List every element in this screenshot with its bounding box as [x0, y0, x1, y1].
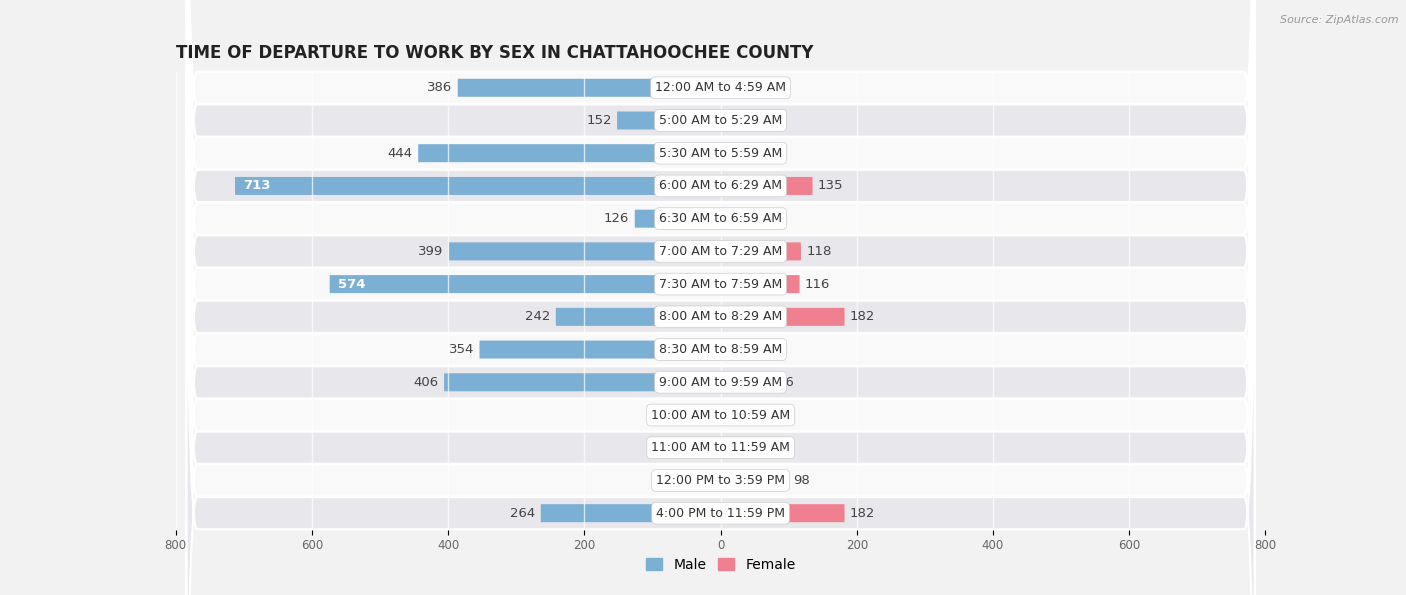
Legend: Male, Female: Male, Female — [640, 553, 801, 578]
FancyBboxPatch shape — [187, 0, 1254, 595]
FancyBboxPatch shape — [721, 340, 752, 359]
FancyBboxPatch shape — [721, 79, 765, 97]
Text: 4:00 PM to 11:59 PM: 4:00 PM to 11:59 PM — [657, 507, 785, 519]
Text: 6:30 AM to 6:59 AM: 6:30 AM to 6:59 AM — [659, 212, 782, 225]
FancyBboxPatch shape — [329, 275, 721, 293]
FancyBboxPatch shape — [721, 144, 751, 162]
FancyBboxPatch shape — [187, 5, 1254, 595]
FancyBboxPatch shape — [678, 471, 721, 490]
FancyBboxPatch shape — [187, 0, 1254, 595]
FancyBboxPatch shape — [721, 111, 754, 130]
Text: 12:00 AM to 4:59 AM: 12:00 AM to 4:59 AM — [655, 82, 786, 94]
FancyBboxPatch shape — [187, 0, 1254, 595]
Text: 8:00 AM to 8:29 AM: 8:00 AM to 8:29 AM — [659, 311, 782, 323]
FancyBboxPatch shape — [187, 0, 1254, 595]
FancyBboxPatch shape — [187, 0, 1254, 595]
Text: 444: 444 — [388, 147, 413, 159]
Text: 47: 47 — [758, 343, 775, 356]
FancyBboxPatch shape — [555, 308, 721, 326]
Text: 48: 48 — [759, 114, 776, 127]
Text: 12:00 PM to 3:59 PM: 12:00 PM to 3:59 PM — [657, 474, 785, 487]
Text: 8:30 AM to 8:59 AM: 8:30 AM to 8:59 AM — [659, 343, 782, 356]
FancyBboxPatch shape — [721, 209, 734, 228]
FancyBboxPatch shape — [634, 209, 721, 228]
FancyBboxPatch shape — [444, 373, 721, 392]
Text: 76: 76 — [778, 376, 794, 389]
Text: 9:00 AM to 9:59 AM: 9:00 AM to 9:59 AM — [659, 376, 782, 389]
Text: 64: 64 — [655, 474, 672, 487]
Text: 6:00 AM to 6:29 AM: 6:00 AM to 6:29 AM — [659, 180, 782, 192]
FancyBboxPatch shape — [721, 439, 733, 457]
FancyBboxPatch shape — [235, 177, 721, 195]
FancyBboxPatch shape — [721, 504, 845, 522]
Text: 354: 354 — [449, 343, 474, 356]
Text: 5:30 AM to 5:59 AM: 5:30 AM to 5:59 AM — [659, 147, 782, 159]
Text: 66: 66 — [770, 82, 787, 94]
Text: 242: 242 — [524, 311, 550, 323]
FancyBboxPatch shape — [187, 0, 1254, 563]
FancyBboxPatch shape — [458, 79, 721, 97]
Text: 29: 29 — [679, 441, 696, 454]
Text: 5:00 AM to 5:29 AM: 5:00 AM to 5:29 AM — [659, 114, 782, 127]
FancyBboxPatch shape — [721, 406, 748, 424]
FancyBboxPatch shape — [187, 0, 1254, 595]
FancyBboxPatch shape — [187, 0, 1254, 595]
Text: 126: 126 — [605, 212, 630, 225]
FancyBboxPatch shape — [710, 406, 721, 424]
Text: 182: 182 — [851, 507, 876, 519]
Text: 15: 15 — [688, 409, 704, 421]
FancyBboxPatch shape — [187, 0, 1254, 595]
Text: 11:00 AM to 11:59 AM: 11:00 AM to 11:59 AM — [651, 441, 790, 454]
FancyBboxPatch shape — [479, 340, 721, 359]
Text: 98: 98 — [793, 474, 810, 487]
FancyBboxPatch shape — [721, 275, 800, 293]
FancyBboxPatch shape — [721, 242, 801, 261]
FancyBboxPatch shape — [187, 0, 1254, 595]
FancyBboxPatch shape — [721, 308, 845, 326]
FancyBboxPatch shape — [700, 439, 721, 457]
FancyBboxPatch shape — [418, 144, 721, 162]
FancyBboxPatch shape — [187, 38, 1254, 595]
FancyBboxPatch shape — [541, 504, 721, 522]
Text: 41: 41 — [754, 409, 770, 421]
Text: 17: 17 — [738, 441, 755, 454]
Text: 406: 406 — [413, 376, 439, 389]
FancyBboxPatch shape — [721, 471, 787, 490]
Text: 386: 386 — [427, 82, 453, 94]
Text: 264: 264 — [510, 507, 536, 519]
Text: 118: 118 — [807, 245, 832, 258]
FancyBboxPatch shape — [721, 177, 813, 195]
Text: 713: 713 — [243, 180, 271, 192]
Text: 152: 152 — [586, 114, 612, 127]
Text: 7:00 AM to 7:29 AM: 7:00 AM to 7:29 AM — [659, 245, 782, 258]
Text: 45: 45 — [756, 147, 773, 159]
Text: 116: 116 — [806, 278, 831, 290]
Text: TIME OF DEPARTURE TO WORK BY SEX IN CHATTAHOOCHEE COUNTY: TIME OF DEPARTURE TO WORK BY SEX IN CHAT… — [176, 43, 813, 61]
Text: 182: 182 — [851, 311, 876, 323]
FancyBboxPatch shape — [187, 0, 1254, 595]
Text: 10:00 AM to 10:59 AM: 10:00 AM to 10:59 AM — [651, 409, 790, 421]
Text: Source: ZipAtlas.com: Source: ZipAtlas.com — [1281, 15, 1399, 25]
Text: 135: 135 — [818, 180, 844, 192]
Text: 20: 20 — [740, 212, 756, 225]
FancyBboxPatch shape — [721, 373, 772, 392]
FancyBboxPatch shape — [617, 111, 721, 130]
Text: 399: 399 — [418, 245, 443, 258]
Text: 7:30 AM to 7:59 AM: 7:30 AM to 7:59 AM — [659, 278, 782, 290]
FancyBboxPatch shape — [187, 0, 1254, 595]
Text: 574: 574 — [337, 278, 366, 290]
FancyBboxPatch shape — [449, 242, 721, 261]
